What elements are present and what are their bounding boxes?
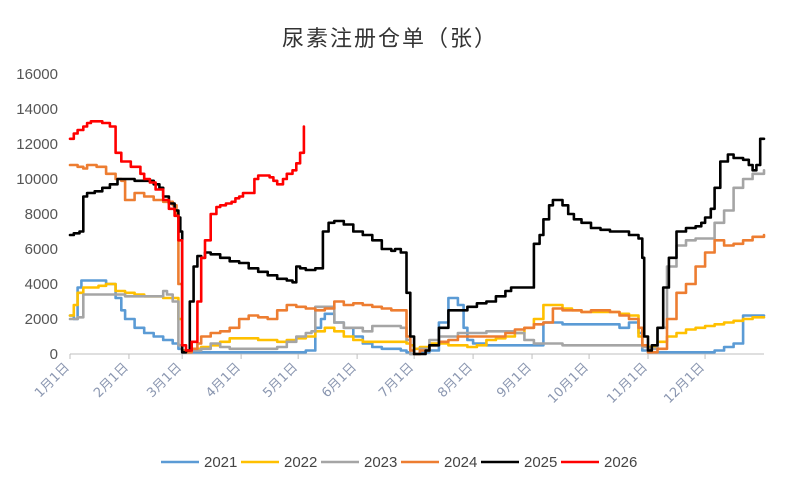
x-tick-label: 7月1日 xyxy=(376,360,417,401)
axes-group: 0 2000 4000 6000 8000 10000 12000 14000 16000 1月1… xyxy=(16,66,764,407)
legend-label-2023: 2023 xyxy=(364,454,397,471)
y-tick-label: 14000 xyxy=(16,101,58,118)
x-tick-label: 10月1日 xyxy=(545,360,592,407)
series-layer xyxy=(68,120,766,356)
x-tick-label: 1月1日 xyxy=(32,360,73,401)
y-tick-label: 10000 xyxy=(16,171,58,188)
legend-label-2024: 2024 xyxy=(444,454,477,471)
y-tick-label: 8000 xyxy=(25,206,58,223)
y-tick-label: 16000 xyxy=(16,66,58,83)
legend-label-2025: 2025 xyxy=(524,454,557,471)
y-tick-label: 0 xyxy=(50,346,58,363)
x-tick-label: 6月1日 xyxy=(319,360,360,401)
y-tick-label: 4000 xyxy=(25,276,58,293)
series-line-2025 xyxy=(68,137,766,356)
series-line-2022 xyxy=(68,282,766,352)
x-tick-label: 11月1日 xyxy=(604,360,651,407)
x-tick-label: 5月1日 xyxy=(260,360,301,401)
y-tick-label: 6000 xyxy=(25,241,58,258)
x-tick-label: 12月1日 xyxy=(661,360,708,407)
legend-label-2022: 2022 xyxy=(284,454,317,471)
series-line-2026 xyxy=(68,120,306,352)
x-tick-label: 8月1日 xyxy=(435,360,476,401)
chart-legend: 2021 2022 2023 2024 2025 2026 xyxy=(161,454,637,471)
y-tick-label: 12000 xyxy=(16,136,58,153)
legend-label-2026: 2026 xyxy=(604,454,637,471)
series-line-2023 xyxy=(68,169,766,356)
legend-label-2021: 2021 xyxy=(204,454,237,471)
x-tick-label: 9月1日 xyxy=(494,360,535,401)
chart-title: 尿素注册仓单（张） xyxy=(282,27,498,52)
x-tick-label: 3月1日 xyxy=(144,360,185,401)
series-line-2024 xyxy=(68,163,766,356)
y-tick-label: 2000 xyxy=(25,311,58,328)
x-tick-label: 4月1日 xyxy=(203,360,244,401)
series-line-2021 xyxy=(68,279,766,356)
x-tick-label: 2月1日 xyxy=(91,360,132,401)
